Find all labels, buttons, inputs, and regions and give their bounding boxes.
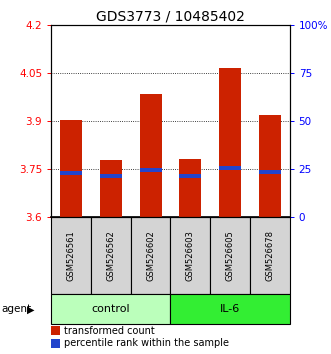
Text: IL-6: IL-6 — [220, 304, 240, 314]
Bar — [60, 120, 82, 217]
Text: GSM526561: GSM526561 — [67, 230, 76, 281]
Text: GSM526603: GSM526603 — [186, 230, 195, 281]
Text: GSM526562: GSM526562 — [106, 230, 116, 281]
Bar — [131, 217, 170, 295]
Bar — [51, 295, 170, 324]
Bar — [179, 174, 201, 178]
Text: control: control — [92, 304, 130, 314]
Bar — [140, 168, 162, 172]
Bar — [100, 160, 122, 217]
Text: GSM526678: GSM526678 — [265, 230, 274, 281]
Bar — [259, 170, 281, 174]
Text: ▶: ▶ — [27, 304, 35, 314]
Bar — [170, 295, 290, 324]
Bar — [60, 171, 82, 176]
Text: GSM526602: GSM526602 — [146, 230, 155, 281]
Bar — [170, 217, 210, 295]
Text: percentile rank within the sample: percentile rank within the sample — [65, 338, 229, 348]
Text: agent: agent — [2, 304, 32, 314]
Bar — [179, 159, 201, 217]
Bar — [51, 326, 60, 335]
Bar — [259, 115, 281, 217]
Bar — [219, 166, 241, 170]
Bar — [100, 174, 122, 178]
Bar — [250, 217, 290, 295]
Title: GDS3773 / 10485402: GDS3773 / 10485402 — [96, 10, 245, 24]
Bar — [51, 339, 60, 348]
Bar — [219, 68, 241, 217]
Bar — [210, 217, 250, 295]
Text: GSM526605: GSM526605 — [225, 230, 235, 281]
Bar — [91, 217, 131, 295]
Text: transformed count: transformed count — [65, 326, 155, 336]
Bar — [51, 217, 91, 295]
Bar — [140, 94, 162, 217]
